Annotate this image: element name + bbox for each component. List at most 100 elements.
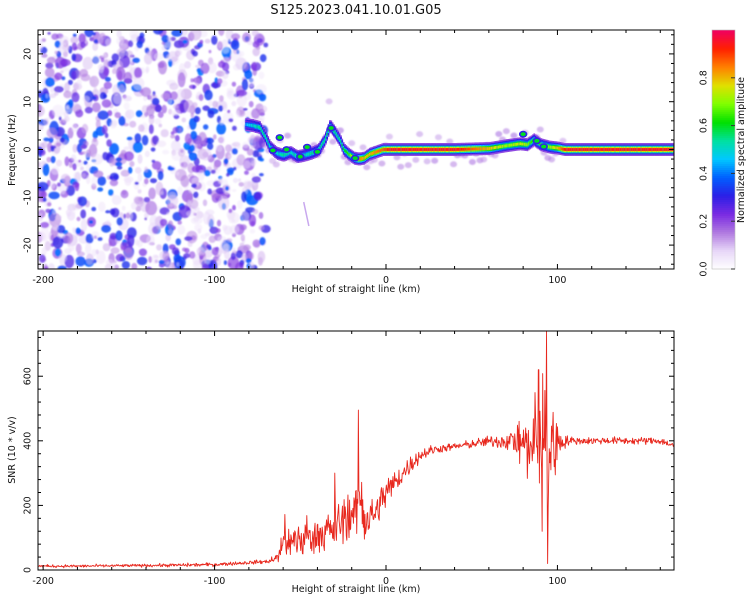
ridge-slice xyxy=(477,147,479,151)
x-tick-label: 0 xyxy=(383,275,389,286)
noise-speck xyxy=(109,232,118,240)
ridge-slice xyxy=(538,142,541,146)
colorbar-segment xyxy=(712,207,735,210)
ridge-slice xyxy=(603,148,606,151)
noise-speck xyxy=(156,140,167,148)
colorbar-segment xyxy=(712,89,735,93)
noise-speck xyxy=(82,95,91,103)
noise-speck xyxy=(86,149,92,158)
ridge-slice xyxy=(308,152,311,156)
ridge-slice xyxy=(500,145,503,148)
noise-speck xyxy=(84,30,94,38)
noise-speck xyxy=(182,39,188,44)
noise-speck xyxy=(153,52,164,61)
ridge-slice xyxy=(427,148,430,151)
noise-speck xyxy=(64,156,70,167)
colorbar-segment xyxy=(712,249,735,252)
halo-blob xyxy=(253,135,261,142)
noise-speck xyxy=(38,261,42,269)
ridge-slice xyxy=(581,148,584,151)
noise-speck xyxy=(91,176,97,187)
noise-speck xyxy=(148,115,155,125)
ridge-slice xyxy=(621,148,623,151)
noise-speck xyxy=(177,186,183,196)
ridge-slice xyxy=(364,155,367,159)
noise-speck xyxy=(72,163,77,171)
noise-speck xyxy=(201,263,210,269)
noise-speck xyxy=(38,123,44,131)
noise-speck xyxy=(170,91,178,100)
ridge-slice xyxy=(292,152,294,156)
noise-speck xyxy=(162,149,170,155)
ridge-slice xyxy=(283,153,286,157)
noise-speck xyxy=(225,144,232,153)
noise-speck xyxy=(189,199,199,210)
colorbar-segment xyxy=(712,155,735,159)
noise-speck xyxy=(45,93,49,99)
noise-speck xyxy=(58,207,62,210)
noise-speck xyxy=(175,238,182,246)
ridge-slice xyxy=(451,148,453,151)
halo-blob xyxy=(359,144,367,151)
halo-blob xyxy=(502,128,510,135)
noise-speck xyxy=(137,154,143,164)
colorbar-segment xyxy=(712,209,735,212)
noise-speck xyxy=(54,214,62,220)
noise-speck xyxy=(251,30,259,37)
noise-speck xyxy=(177,72,186,88)
noise-speck xyxy=(170,134,176,139)
colorbar-segment xyxy=(712,247,735,250)
noise-speck xyxy=(156,244,163,251)
colorbar-segment xyxy=(712,191,735,194)
noise-speck xyxy=(46,127,58,139)
ridge-slice xyxy=(559,147,562,150)
colorbar-segment xyxy=(712,87,735,91)
noise-speck xyxy=(240,234,245,242)
noise-speck xyxy=(168,166,175,171)
noise-speck xyxy=(64,82,70,93)
colorbar-segment xyxy=(712,45,735,49)
ridge-slice xyxy=(577,148,579,151)
colorbar-segment xyxy=(712,235,735,238)
ridge-slice xyxy=(252,124,254,127)
spectrogram-x-axis-label: Height of straight line (km) xyxy=(292,284,421,295)
colorbar-tick-label: 0.6 xyxy=(698,118,709,133)
colorbar-segment xyxy=(712,109,735,113)
noise-speck xyxy=(155,104,162,113)
ridge-slice xyxy=(286,152,289,156)
ridge-slice xyxy=(429,148,431,151)
noise-speck xyxy=(180,175,190,188)
ridge-slice xyxy=(392,148,394,151)
halo-blob xyxy=(495,131,503,138)
colorbar-segment xyxy=(712,111,735,115)
ridge-slice xyxy=(382,148,385,151)
noise-speck xyxy=(157,170,164,181)
colorbar-segment xyxy=(712,53,735,57)
ridge-slice xyxy=(282,153,285,157)
noise-speck xyxy=(252,47,260,57)
noise-speck xyxy=(219,120,225,125)
noise-speck xyxy=(227,154,233,159)
noise-speck xyxy=(76,243,81,254)
noise-speck xyxy=(197,169,205,181)
noise-speck xyxy=(67,79,73,86)
noise-speck xyxy=(82,151,86,155)
noise-speck xyxy=(193,216,200,222)
ridge-slice xyxy=(566,148,568,151)
x-tick-label: -200 xyxy=(32,576,54,587)
noise-speck xyxy=(209,226,219,234)
ridge-slice xyxy=(431,148,434,151)
noise-speck xyxy=(76,79,82,86)
colorbar-segment xyxy=(712,135,735,139)
colorbar-segment xyxy=(712,153,735,157)
halo-blob xyxy=(348,140,356,147)
ridge-slice xyxy=(659,148,662,151)
noise-speck xyxy=(174,50,181,58)
noise-speck xyxy=(132,77,145,91)
noise-speck xyxy=(103,59,109,70)
blip-inner xyxy=(283,147,290,152)
ridge-slice xyxy=(305,153,308,157)
noise-speck xyxy=(80,166,84,171)
noise-speck xyxy=(193,191,199,199)
